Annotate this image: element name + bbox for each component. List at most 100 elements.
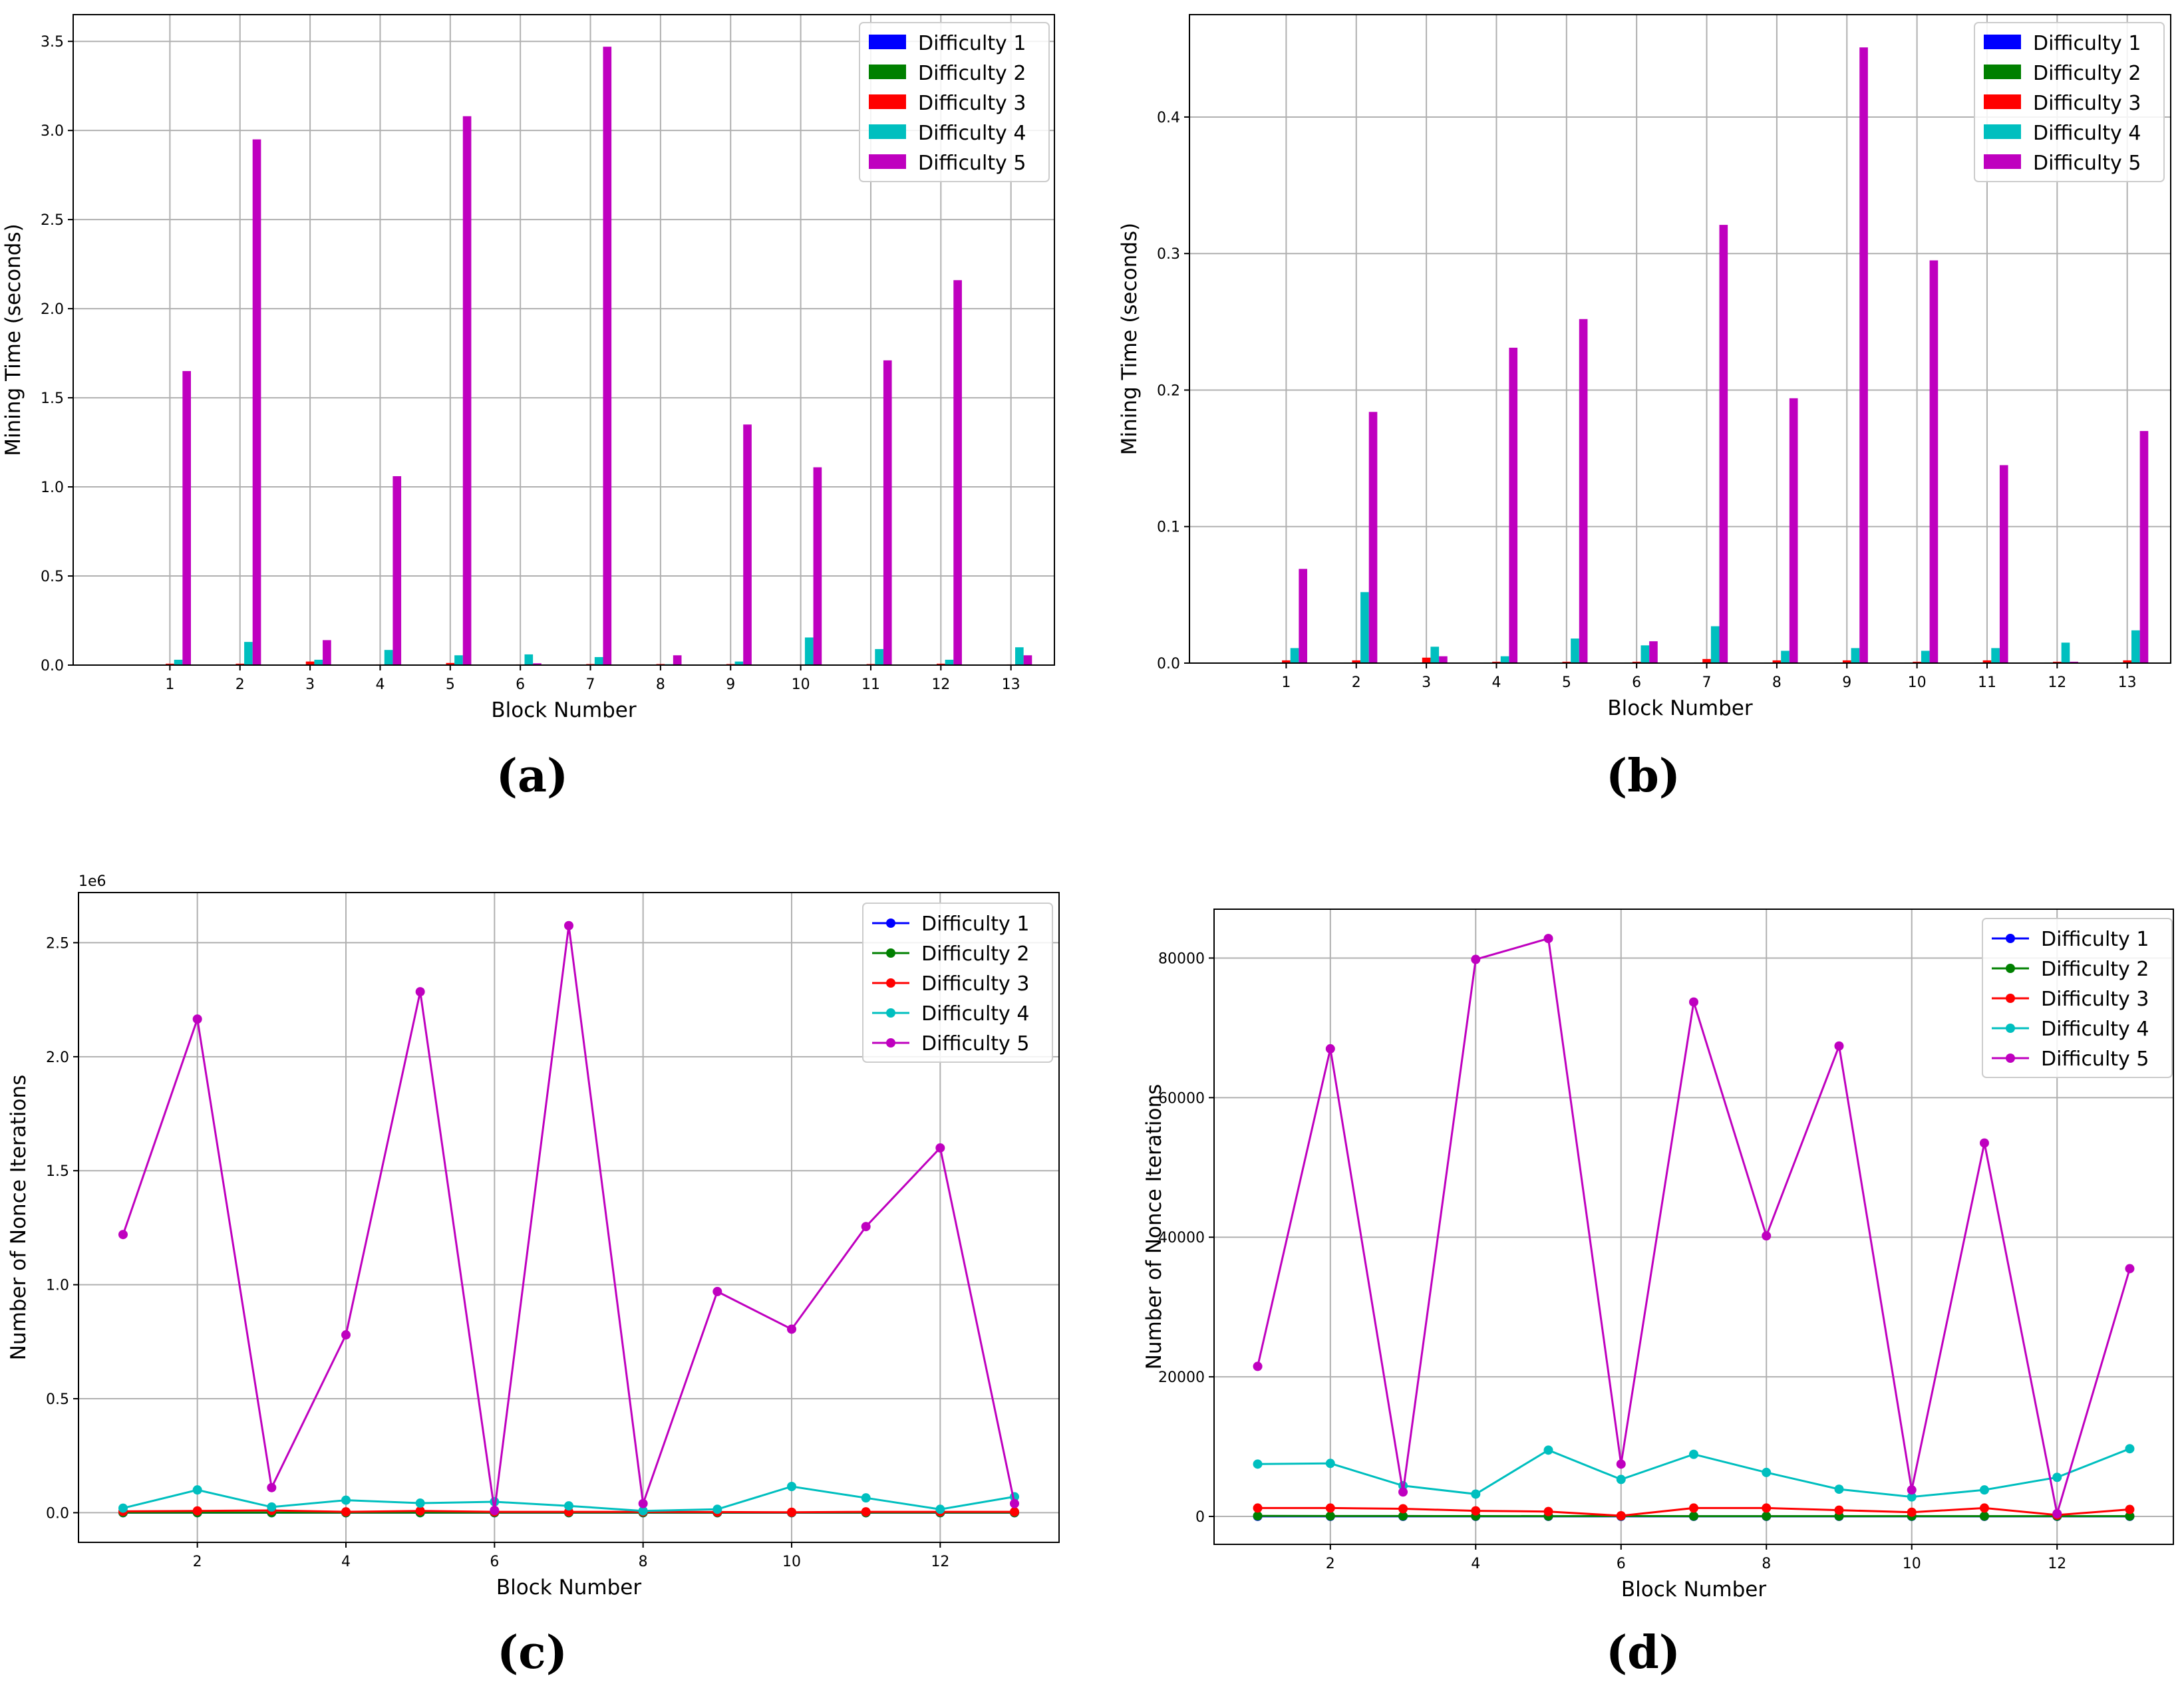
bar [1929, 260, 1939, 663]
y-tick-label: 2.0 [46, 1050, 69, 1066]
data-point [490, 1506, 500, 1516]
y-tick-label: 20000 [1158, 1369, 1205, 1386]
y-tick-label: 2.5 [41, 212, 64, 229]
y-tick-label: 60000 [1158, 1090, 1205, 1107]
legend-swatch-marker [2006, 934, 2015, 943]
data-point [341, 1495, 351, 1505]
data-point [1907, 1485, 1917, 1495]
data-point [638, 1498, 648, 1508]
data-point [1325, 1044, 1335, 1054]
x-tick-label: 4 [1491, 674, 1501, 691]
bar [2070, 661, 2078, 663]
x-tick-label: 11 [1978, 674, 1996, 691]
panel-label-d: (d) [1606, 1626, 1680, 1679]
legend-swatch-marker [886, 978, 895, 988]
y-tick-label: 40000 [1158, 1230, 1205, 1246]
legend-swatch-marker [2006, 1024, 2015, 1033]
data-point [267, 1482, 277, 1492]
data-point [1979, 1138, 1989, 1148]
data-point [1325, 1503, 1335, 1513]
data-point [1398, 1511, 1408, 1521]
bar [875, 648, 883, 665]
data-point [2125, 1264, 2135, 1274]
x-tick-label: 12 [931, 1554, 949, 1570]
y-axis-label: Mining Time (seconds) [1118, 223, 1142, 455]
bar [252, 139, 261, 665]
x-tick-label: 12 [931, 676, 950, 693]
data-point [2125, 1444, 2135, 1454]
chart-d: 2 4 6 8 10 12 0 20000 40000 60000 80000 Block Numbe… [1142, 909, 2174, 1602]
legend-label: Difficulty 3 [2033, 92, 2141, 115]
y-tick-label: 2.0 [41, 301, 64, 318]
data-point [1543, 934, 1553, 944]
y-tick-label: 3.0 [41, 123, 64, 140]
legend-swatch [1984, 35, 2021, 49]
bar [1921, 650, 1930, 663]
legend-label: Difficulty 2 [2033, 62, 2141, 85]
bar [1430, 646, 1440, 663]
data-point [2125, 1504, 2135, 1514]
bar [462, 116, 472, 665]
x-tick-label: 2 [1326, 1556, 1335, 1572]
x-tick-label: 8 [1772, 674, 1782, 691]
data-point [2125, 1511, 2135, 1521]
data-point [1834, 1484, 1844, 1494]
x-tick-label: 9 [1842, 674, 1851, 691]
panel-label-c: (c) [497, 1626, 567, 1679]
legend-swatch [1984, 94, 2021, 109]
data-point [712, 1504, 722, 1514]
bar [1368, 412, 1378, 663]
bar [1509, 347, 1518, 663]
bar [945, 659, 954, 665]
x-tick-label: 11 [861, 676, 880, 693]
x-tick-label: 8 [1762, 1556, 1771, 1572]
data-point [935, 1143, 945, 1153]
y-tick-label: 0.4 [1157, 110, 1180, 126]
data-point [1471, 1489, 1481, 1499]
data-point [267, 1502, 277, 1512]
data-point [861, 1222, 871, 1232]
chart-c: 2 4 6 8 10 12 0.0 0.5 1.0 1.5 2.0 2.5 1e6 Block Numbe… [7, 873, 1060, 1600]
x-axis-label: Block Number [1621, 1578, 1766, 1602]
bar [1999, 465, 2008, 663]
legend: Difficulty 1 Difficulty 2 Difficulty 3 Diff… [862, 903, 1053, 1063]
data-point [861, 1507, 871, 1517]
bar [384, 650, 393, 665]
bar [305, 661, 315, 665]
bar [1649, 641, 1658, 663]
y-tick-label: 1.5 [41, 390, 64, 407]
bar [937, 663, 945, 665]
data-point [1907, 1492, 1917, 1502]
data-point [1398, 1504, 1408, 1514]
bar [1991, 648, 2000, 663]
bar [323, 640, 331, 665]
legend-swatch [1984, 65, 2021, 79]
legend-swatch [869, 124, 906, 139]
bar [2053, 661, 2062, 663]
legend-label: Difficulty 2 [921, 942, 1029, 966]
y-axis-label: Mining Time (seconds) [1, 223, 25, 456]
legend-label: Difficulty 5 [918, 152, 1026, 175]
x-tick-label: 6 [1617, 1556, 1626, 1572]
bar [1023, 655, 1032, 665]
bar [2131, 630, 2140, 663]
bar [1851, 648, 1860, 663]
x-tick-label: 4 [1471, 1556, 1480, 1572]
y-tick-label: 1.0 [46, 1278, 69, 1294]
bar [1781, 650, 1790, 663]
legend-label: Difficulty 5 [2041, 1048, 2149, 1071]
x-tick-label: 6 [516, 676, 525, 693]
data-point [787, 1324, 796, 1334]
bar [166, 663, 174, 665]
data-point [1979, 1511, 1989, 1521]
data-point [341, 1507, 351, 1517]
legend-label: Difficulty 4 [918, 122, 1026, 145]
bar [1719, 225, 1728, 664]
data-point [787, 1507, 796, 1517]
data-point [415, 987, 425, 997]
y-tick-label: 0.2 [1157, 382, 1180, 399]
bar [883, 360, 892, 665]
legend-swatch-marker [886, 918, 895, 928]
data-point [1543, 1445, 1553, 1455]
